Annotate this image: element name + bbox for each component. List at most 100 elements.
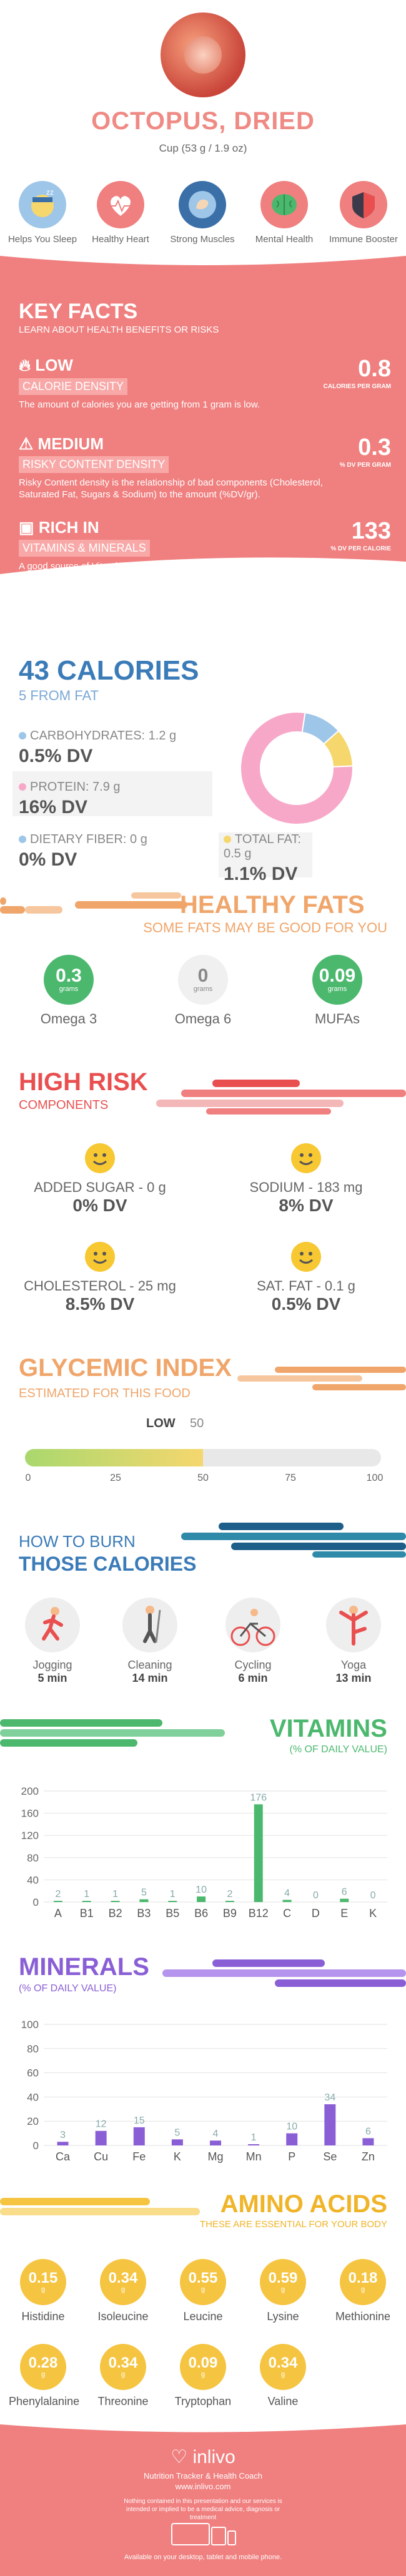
protein-highlight bbox=[12, 771, 212, 816]
amino-name: Threonine bbox=[97, 2395, 149, 2408]
bar-mg bbox=[210, 2140, 221, 2145]
fat-omega3: 0.3 grams Omega 3 bbox=[22, 955, 116, 1027]
cycling-icon bbox=[225, 1598, 280, 1652]
x-tick-label: Mn bbox=[246, 2150, 262, 2163]
amino-value: 0.34 bbox=[268, 2354, 298, 2371]
y-tick-label: 0 bbox=[33, 1896, 39, 1908]
bar-p bbox=[286, 2133, 298, 2145]
amino-unit: g bbox=[201, 2286, 205, 2293]
bar-value-label: 1 bbox=[112, 1889, 118, 1900]
fact-level: 🔥︎ LOW bbox=[19, 356, 73, 374]
high-risk-subtitle: COMPONENTS bbox=[19, 1098, 109, 1112]
bar-b2 bbox=[111, 1901, 120, 1902]
key-facts-title: KEY FACTS bbox=[19, 300, 138, 323]
y-tick-label: 100 bbox=[21, 2019, 39, 2031]
amino-name: Methionine bbox=[335, 2310, 391, 2323]
benefit-sleep: zz Helps You Sleep bbox=[5, 181, 80, 245]
calories-subtitle: 5 FROM FAT bbox=[19, 688, 99, 703]
footer-url[interactable]: www.inlivo.com bbox=[175, 2482, 231, 2491]
amino-unit: g bbox=[201, 2371, 205, 2378]
y-tick-label: 160 bbox=[21, 1808, 39, 1820]
bar-value-label: 1 bbox=[251, 2132, 257, 2143]
fiber-dot bbox=[19, 836, 26, 843]
fact-name: RISKY CONTENT DENSITY bbox=[19, 456, 169, 473]
x-tick-label: P bbox=[288, 2150, 295, 2163]
amino-value: 0.34 bbox=[108, 2354, 138, 2371]
gi-tick: 100 bbox=[366, 1473, 384, 1483]
amino-item: 0.59 g Lysine bbox=[249, 2259, 317, 2323]
bar-value-label: 0 bbox=[313, 1890, 319, 1901]
bar-ca bbox=[57, 2142, 69, 2145]
y-tick-label: 0 bbox=[33, 2140, 39, 2152]
x-tick-label: K bbox=[369, 1907, 377, 1920]
x-tick-label: Mg bbox=[207, 2150, 223, 2163]
key-facts-subtitle: LEARN ABOUT HEALTH BENEFITS OR RISKS bbox=[19, 324, 219, 335]
page-title: OCTOPUS, DRIED bbox=[91, 107, 315, 135]
footer: ♡ inlivo Nutrition Tracker & Health Coac… bbox=[0, 2421, 406, 2576]
amino-item: 0.34 g Isoleucine bbox=[89, 2259, 157, 2323]
x-tick-label: B12 bbox=[249, 1907, 269, 1920]
gi-level: LOW bbox=[146, 1417, 176, 1430]
yoga-icon bbox=[326, 1598, 381, 1652]
fat-omega6: 0 grams Omega 6 bbox=[156, 955, 250, 1027]
fact-value: 0.3 bbox=[358, 434, 391, 461]
vitamins-chart: 040801201602002A1B11B25B31B510B62B9176B1… bbox=[21, 1785, 387, 1920]
amino-item: 0.09 g Tryptophan bbox=[169, 2344, 237, 2408]
amino-badge: 0.34 g bbox=[100, 2259, 146, 2305]
minerals-title: MINERALS bbox=[19, 1953, 149, 1981]
gi-bar-fill bbox=[25, 1449, 203, 1466]
amino-badge: 0.28 g bbox=[20, 2344, 66, 2390]
bottle-icon: ▣ bbox=[19, 518, 34, 537]
activity-cleaning: Cleaning 14 min bbox=[112, 1598, 187, 1685]
bar-value-label: 4 bbox=[284, 1888, 290, 1898]
benefit-heart: Healthy Heart bbox=[83, 181, 158, 245]
y-tick-label: 80 bbox=[27, 2043, 39, 2055]
fact-name: CALORIE DENSITY bbox=[19, 378, 128, 395]
amino-badge: 0.55 g bbox=[180, 2259, 226, 2305]
amino-item: 0.28 g Phenylalanine bbox=[9, 2344, 79, 2408]
benefit-mental: Mental Health bbox=[247, 181, 322, 245]
bar-b5 bbox=[168, 1901, 177, 1902]
bar-cu bbox=[95, 2130, 107, 2145]
glycemic-subtitle: ESTIMATED FOR THIS FOOD bbox=[19, 1387, 191, 1400]
bar-value-label: 10 bbox=[286, 2122, 297, 2132]
fact-risky-density: ⚠ MEDIUM RISKY CONTENT DENSITY 0.3 % DV … bbox=[19, 434, 391, 500]
amino-value: 0.59 bbox=[268, 2270, 298, 2286]
amino-unit: g bbox=[41, 2286, 46, 2293]
risk-sat-fat: SAT. FAT - 0.1 g 0.5% DV bbox=[212, 1242, 400, 1314]
heart-logo-icon: ♡ bbox=[171, 2447, 188, 2467]
carbs-dot bbox=[19, 732, 26, 739]
amino-badge: 0.15 g bbox=[20, 2259, 66, 2305]
x-tick-label: Ca bbox=[56, 2150, 71, 2163]
fact-value: 133 bbox=[351, 518, 391, 544]
vitamins-subtitle: (% OF DAILY VALUE) bbox=[289, 1744, 387, 1755]
x-tick-label: A bbox=[54, 1907, 62, 1920]
healthy-fats-title: HEALTHY FATS bbox=[180, 891, 365, 919]
bar-value-label: 2 bbox=[55, 1889, 61, 1900]
octopus-image bbox=[161, 12, 245, 97]
bar-value-label: 6 bbox=[365, 2126, 371, 2137]
x-tick-label: Se bbox=[323, 2150, 337, 2163]
macro-protein: PROTEIN: 7.9 g 16% DV bbox=[19, 780, 121, 817]
healthy-fats-subtitle: SOME FATS MAY BE GOOD FOR YOU bbox=[143, 920, 387, 935]
bar-value-label: 0 bbox=[370, 1890, 376, 1901]
flame-icon: 🔥︎ bbox=[19, 356, 31, 374]
fact-value: 0.8 bbox=[358, 356, 391, 382]
amino-item: 0.55 g Leucine bbox=[169, 2259, 237, 2323]
amino-name: Histidine bbox=[21, 2310, 65, 2323]
protein-dot bbox=[19, 783, 26, 791]
serving-size: Cup (53 g / 1.9 oz) bbox=[159, 142, 247, 154]
bar-b1 bbox=[82, 1901, 91, 1902]
bar-b9 bbox=[225, 1901, 234, 1902]
fact-calorie-density: 🔥︎ LOW CALORIE DENSITY 0.8 CALORIES PER … bbox=[19, 356, 391, 411]
amino-badge: 0.59 g bbox=[260, 2259, 306, 2305]
gi-tick: 50 bbox=[197, 1473, 209, 1483]
minerals-subtitle: (% OF DAILY VALUE) bbox=[19, 1983, 117, 1994]
amino-value: 0.28 bbox=[28, 2354, 58, 2371]
calories-title: 43 CALORIES bbox=[19, 655, 199, 686]
amino-item: 0.15 g Histidine bbox=[9, 2259, 77, 2323]
bar-e bbox=[340, 1898, 349, 1902]
gi-tick: 75 bbox=[285, 1473, 296, 1483]
amino-name: Isoleucine bbox=[97, 2310, 149, 2323]
amino-name: Leucine bbox=[183, 2310, 223, 2323]
